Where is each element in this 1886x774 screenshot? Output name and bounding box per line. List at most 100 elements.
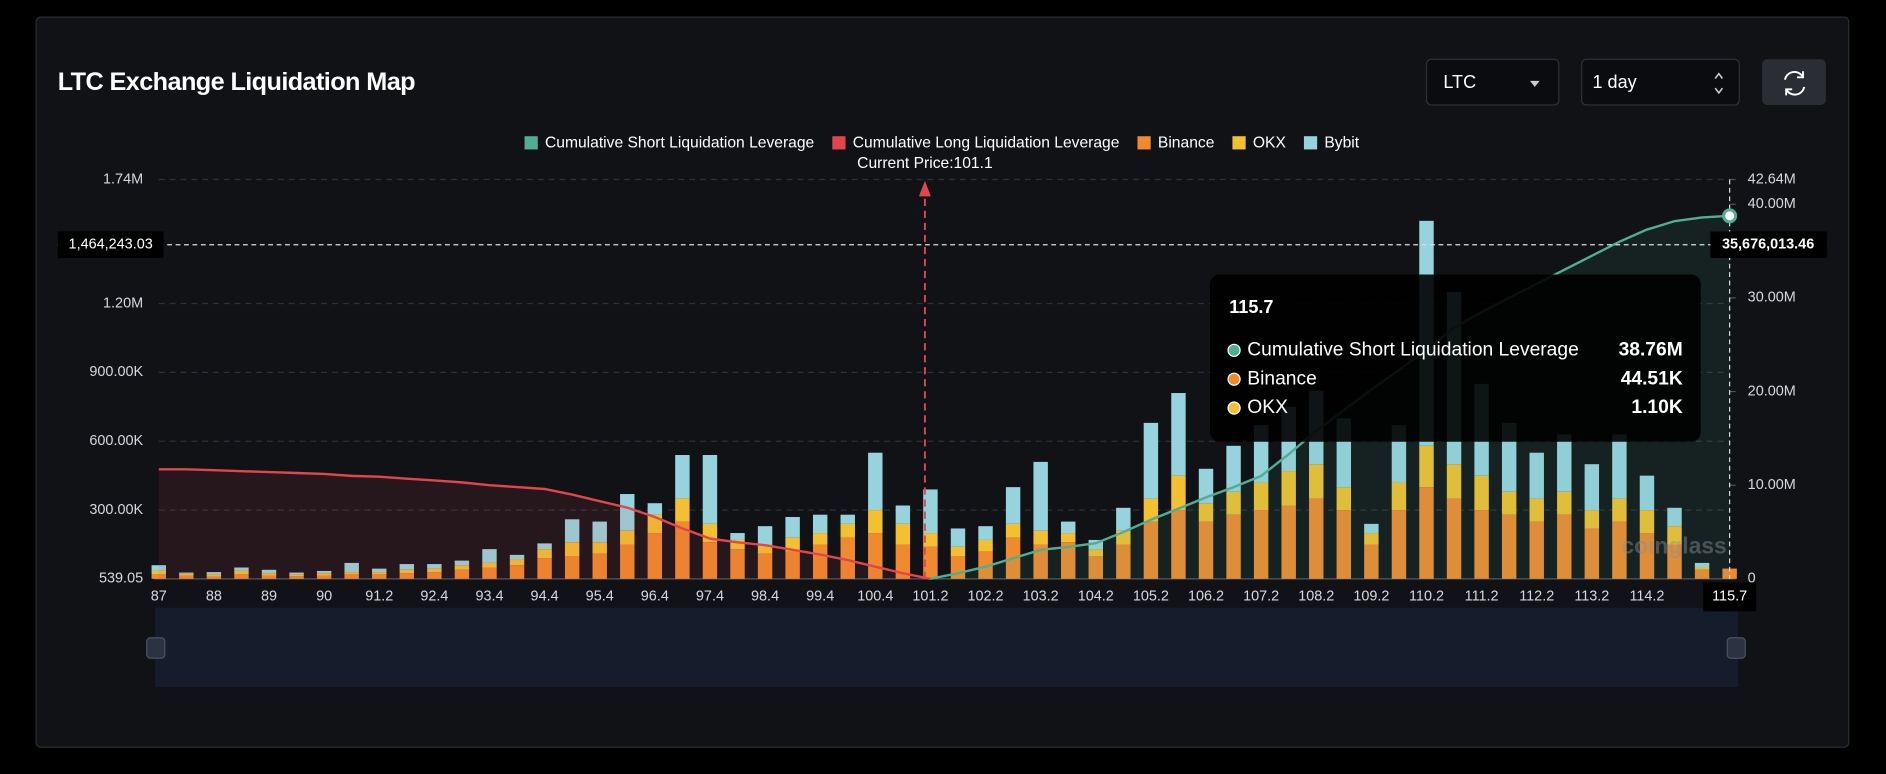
bar-segment [1171,393,1186,476]
bar-segment [179,572,194,574]
y2-tick-label: 42.64M [1748,171,1796,187]
bar-segment [1061,542,1076,579]
legend-label: OKX [1253,135,1287,152]
bar-segment [234,570,249,575]
legend-label: Bybit [1324,135,1359,152]
bar-segment [1336,487,1352,511]
bar-segment [1694,567,1710,570]
x-tick-label: 93.4 [475,589,503,605]
slider-handle[interactable] [146,637,166,659]
bar-segment [206,574,222,577]
refresh-button[interactable] [1762,59,1826,105]
x-tick-label: 113.2 [1574,589,1609,605]
y2-tick-label: 0 [1748,571,1756,587]
x-tick-label: 105.2 [1133,589,1169,605]
bar-segment [1281,505,1296,579]
bar-segment [234,574,249,579]
bar-segment [179,575,194,579]
slider-handle[interactable] [1726,637,1746,659]
refresh-icon [1784,71,1806,96]
bar-segment [179,573,194,576]
legend-label: Cumulative Short Liquidation Leverage [545,135,814,152]
bar-segment [1171,510,1186,579]
bar-segment [840,523,855,538]
x-crosshair-badge [1703,582,1757,612]
bar-segment [454,569,470,579]
bar-segment [1557,491,1572,515]
bar-segment [1391,510,1407,579]
legend-label: Cumulative Long Liquidation Leverage [853,135,1120,152]
bar-segment [1639,475,1655,511]
legend-label: Binance [1158,135,1214,152]
bar-segment [812,514,828,534]
bar-segment [316,570,332,574]
bar-segment [702,542,718,579]
bar-segment [151,565,166,571]
bar-segment [620,494,635,531]
bar-segment [1612,498,1627,522]
x-tick-label: 107.2 [1243,589,1279,605]
bar-segment [1667,507,1682,527]
x-tick-label: 109.2 [1353,589,1389,605]
bar-segment [1253,482,1269,511]
bar-segment [427,564,442,569]
x-crosshair-label: 115.7 [1712,589,1747,605]
x-tick-label: 98.4 [751,589,779,605]
bar-segment [730,539,745,550]
x-tick-label: 106.2 [1188,589,1224,605]
bar-segment [1557,514,1572,579]
bar-segment [482,562,497,568]
tooltip-name: Binance [1247,368,1317,389]
tooltip-dot [1227,401,1241,415]
bar-segment [620,544,635,579]
x-tick-label: 90 [316,589,332,605]
bar-segment [1309,498,1324,579]
bar-segment [206,576,222,579]
bar-segment [1198,521,1214,579]
bar-segment [1501,491,1517,515]
range-slider[interactable] [155,607,1739,688]
bar-segment [1529,452,1544,499]
bar-segment [261,573,277,576]
bar-segment [1612,521,1627,579]
bar-segment [1309,464,1324,499]
bar-segment [868,510,883,534]
symbol-select-text: LTC [1443,72,1476,92]
bar-segment [1529,498,1544,522]
tooltip [1210,274,1701,442]
x-tick-label: 92.4 [420,589,448,605]
bar-segment [895,544,911,579]
bar-segment [592,553,607,579]
bar-segment [344,562,359,573]
bar-segment [1364,533,1379,545]
bar-segment [1584,510,1600,529]
bar-segment [702,455,718,524]
bar-segment [316,573,332,576]
bar-segment [592,542,607,554]
y2-tick-label: 40.00M [1748,196,1796,212]
bar-segment [1226,491,1241,515]
bar-segment [1033,544,1048,579]
crosshair-label-bg [1710,231,1828,258]
symbol-select[interactable] [1425,58,1560,106]
bar-segment [647,503,663,515]
bar-segment [1639,533,1655,579]
y-tick-label: 600.00K [89,433,143,449]
page-title: LTC Exchange Liquidation Map [58,68,415,96]
legend-swatch [524,136,538,150]
bar-segment [1612,434,1627,499]
tooltip-value: 44.51K [1621,368,1683,389]
period-select[interactable] [1581,58,1740,106]
bar-segment [1171,475,1186,511]
bar-segment [344,572,359,575]
bar-segment [978,539,993,552]
bar-segment [757,553,773,579]
bar-segment [1584,528,1600,579]
bar-segment [509,565,525,579]
bar-segment [1446,464,1462,499]
bar-segment [1005,523,1021,538]
bar-segment [923,489,938,534]
bar-segment [1033,461,1048,531]
